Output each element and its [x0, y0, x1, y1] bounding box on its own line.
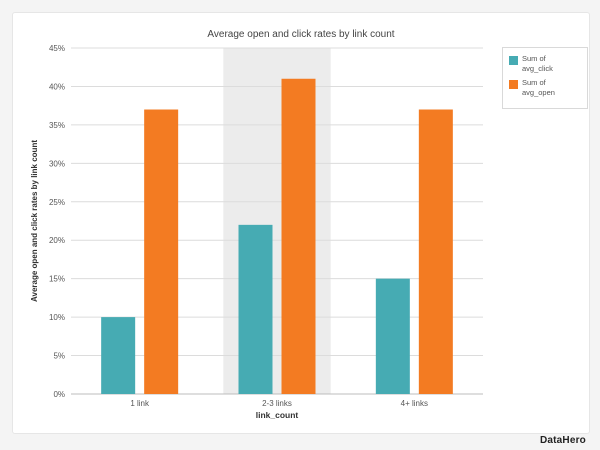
chart-title: Average open and click rates by link cou…: [207, 29, 394, 40]
x-tick-label: 4+ links: [401, 399, 428, 408]
y-tick-label: 40%: [49, 82, 65, 91]
legend-swatch-avg-open: [509, 80, 518, 89]
bar-avg-click-1: [238, 224, 273, 394]
legend-label-line2: avg_click: [522, 64, 553, 73]
y-tick-label: 20%: [49, 236, 65, 245]
bar-avg-click-0: [101, 317, 136, 394]
x-tick-label: 1 link: [130, 399, 150, 408]
y-tick-label: 10%: [49, 313, 65, 322]
y-tick-label: 25%: [49, 198, 65, 207]
legend-label-line1: Sum of: [522, 54, 546, 63]
bar-avg-open-0: [144, 109, 179, 394]
bar-chart: 0% 5% 10% 15% 20% 25% 30% 35% 40% 45% 1 link 2-3 li…: [30, 29, 483, 420]
x-tick-label: 2-3 links: [262, 399, 292, 408]
y-tick-label: 0%: [53, 390, 65, 399]
bar-avg-open-2: [418, 109, 453, 394]
bar-avg-click-2: [375, 278, 410, 394]
chart-card: 0% 5% 10% 15% 20% 25% 30% 35% 40% 45% 1 link 2-3 li…: [12, 12, 590, 434]
brand-logo: DataHero: [539, 435, 586, 446]
y-tick-label: 30%: [49, 159, 65, 168]
legend-label-line2: avg_open: [522, 88, 555, 97]
y-tick-label: 35%: [49, 121, 65, 130]
y-axis-label: Average open and click rates by link cou…: [30, 140, 39, 302]
bar-avg-open-1: [281, 78, 316, 394]
chart-legend: Sum of avg_click Sum of avg_open: [502, 47, 588, 109]
y-tick-label: 15%: [49, 275, 65, 284]
y-tick-label: 5%: [53, 352, 65, 361]
legend-label-line1: Sum of: [522, 78, 546, 87]
legend-swatch-avg-click: [509, 56, 518, 65]
legend-item-avg-click[interactable]: Sum of avg_click: [509, 54, 581, 74]
x-axis-label: link_count: [256, 410, 299, 420]
legend-item-avg-open[interactable]: Sum of avg_open: [509, 78, 581, 98]
y-tick-label: 45%: [49, 44, 65, 53]
